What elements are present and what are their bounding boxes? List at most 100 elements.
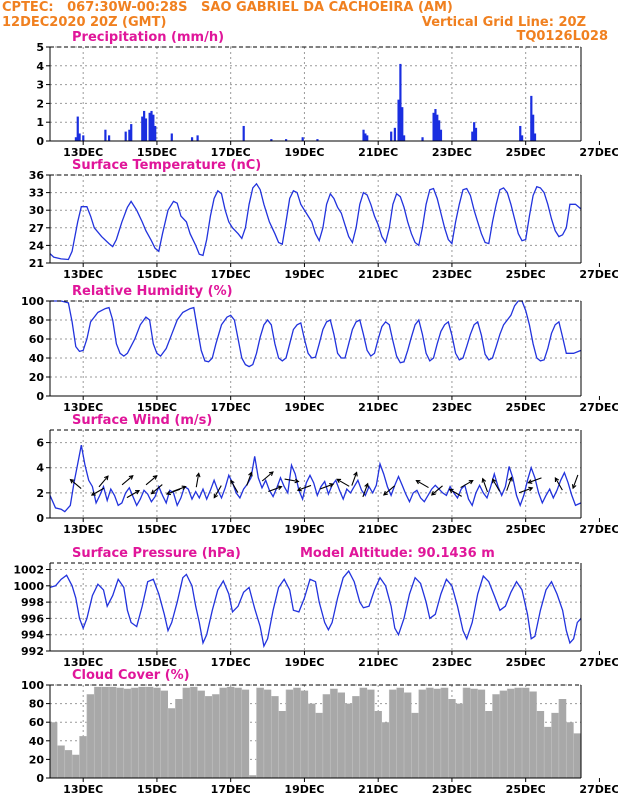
- precip-bar: [521, 135, 524, 141]
- precip-bar: [474, 127, 478, 141]
- precip-bar: [438, 120, 441, 141]
- precip-bar: [196, 135, 199, 141]
- wind-arrow-head: [294, 478, 300, 484]
- x-tick-label: 25DEC: [506, 401, 546, 414]
- precip-bar: [148, 112, 151, 141]
- grid-line-note: Vertical Grid Line: 20Z: [421, 15, 586, 30]
- wind-arrow-head: [90, 491, 96, 496]
- y-tick-label: 994: [21, 629, 44, 642]
- precip-bar: [519, 125, 522, 141]
- wind-arrow-head: [383, 490, 388, 496]
- wind-arrow: [172, 486, 186, 492]
- y-tick-label: 996: [21, 612, 44, 625]
- x-tick-label: 23DEC: [432, 783, 472, 796]
- panel-4: 13DEC 15DEC 17DEC 19DEC 21DEC 23DEC 25DEC 27DEC…: [13, 546, 618, 669]
- wind-arrow: [145, 475, 158, 486]
- y-tick-label: 27: [29, 222, 44, 235]
- x-tick-label: 27DEC: [579, 146, 618, 159]
- precip-bar: [74, 137, 78, 141]
- y-tick-label: 3: [36, 79, 44, 92]
- x-tick-label: 23DEC: [432, 268, 472, 281]
- x-tick-label: 25DEC: [506, 146, 546, 159]
- x-tick-label: 21DEC: [358, 401, 398, 414]
- wind-arrow-head: [165, 490, 171, 496]
- wind-arrow-head: [528, 486, 534, 492]
- precip-bar: [473, 122, 476, 141]
- panel-1: 13DEC 15DEC 17DEC 19DEC 21DEC 23DEC 25DEC 27DEC…: [29, 158, 618, 281]
- wind-arrow: [98, 475, 109, 488]
- panel-title: Surface Temperature (nC): [72, 158, 261, 173]
- x-tick-label: 21DEC: [358, 146, 398, 159]
- x-tick-label: 21DEC: [358, 783, 398, 796]
- wind-arrow: [268, 486, 282, 492]
- precip-bar: [533, 133, 537, 141]
- x-tick-label: 25DEC: [506, 783, 546, 796]
- y-tick-label: 20: [29, 371, 45, 384]
- y-tick-label: 1000: [13, 580, 44, 593]
- precip-bar: [364, 133, 367, 141]
- x-tick-label: 17DEC: [211, 523, 251, 536]
- x-tick-label: 17DEC: [211, 656, 251, 669]
- x-tick-label: 15DEC: [137, 656, 177, 669]
- wind-arrow-head: [571, 484, 577, 490]
- x-tick-label: 17DEC: [211, 401, 251, 414]
- wind-arrow: [297, 484, 312, 491]
- wind-arrow-head: [492, 478, 497, 484]
- precip-bar: [399, 63, 402, 141]
- panel-2: 13DEC 15DEC 17DEC 19DEC 21DEC 23DEC 25DEC 27DEC…: [21, 284, 618, 414]
- panel-title: Surface Pressure (hPa): [72, 546, 241, 561]
- date-label: 12DEC2020 20Z (GMT): [2, 15, 167, 30]
- y-tick-label: 20: [29, 753, 45, 766]
- precip-bar: [270, 139, 273, 141]
- y-tick-label: 6: [36, 437, 44, 450]
- precip-bar: [530, 95, 533, 141]
- x-tick-label: 17DEC: [211, 268, 251, 281]
- x-tick-label: 13DEC: [63, 146, 103, 159]
- wind-arrow-head: [554, 477, 560, 483]
- precip-bar: [436, 114, 439, 141]
- y-tick-label: 0: [36, 390, 44, 403]
- x-tick-label: 13DEC: [63, 783, 103, 796]
- wind-arrow: [416, 480, 429, 489]
- y-tick-label: 1002: [13, 564, 44, 577]
- x-tick-label: 23DEC: [432, 401, 472, 414]
- x-tick-label: 13DEC: [63, 523, 103, 536]
- y-tick-label: 4: [36, 462, 44, 475]
- wind-arrow-head: [336, 478, 342, 484]
- x-tick-label: 19DEC: [284, 401, 324, 414]
- x-tick-label: 13DEC: [63, 268, 103, 281]
- wind-arrow-head: [481, 477, 487, 483]
- wind-arrow-head: [364, 482, 369, 488]
- series-line: [50, 300, 582, 368]
- x-tick-label: 27DEC: [579, 401, 618, 414]
- precip-bar: [439, 129, 443, 141]
- wind-arrow: [351, 472, 358, 486]
- wind-arrow: [506, 477, 513, 491]
- wind-arrow-head: [135, 490, 141, 495]
- precip-bar: [141, 116, 144, 141]
- wind-arrow-head: [104, 475, 109, 481]
- precip-bar: [130, 124, 133, 141]
- wind-arrow-head: [213, 493, 218, 499]
- wind-arrow: [528, 477, 542, 484]
- precip-bar: [128, 129, 131, 141]
- precip-bar: [104, 129, 107, 141]
- wind-arrow: [572, 474, 579, 489]
- x-tick-label: 25DEC: [506, 656, 546, 669]
- wind-arrow: [195, 473, 200, 488]
- y-tick-label: 0: [36, 772, 44, 785]
- precip-bar: [190, 137, 194, 141]
- y-tick-label: 21: [29, 257, 44, 270]
- x-tick-label: 19DEC: [284, 146, 324, 159]
- station-header: CPTEC: 067:30W-00:28S SAO GABRIEL DA CAC…: [2, 0, 453, 15]
- wind-arrow: [151, 484, 163, 495]
- x-tick-label: 25DEC: [506, 268, 546, 281]
- wind-arrow: [121, 475, 134, 486]
- wind-arrow: [492, 478, 501, 492]
- precip-bar: [362, 129, 365, 141]
- x-tick-label: 23DEC: [432, 656, 472, 669]
- panel-3: 13DEC 15DEC 17DEC 19DEC 21DEC 23DEC 25DEC 27DEC…: [36, 413, 618, 536]
- y-tick-label: 60: [29, 716, 45, 729]
- precip-bar: [316, 139, 319, 141]
- y-tick-label: 992: [21, 645, 44, 658]
